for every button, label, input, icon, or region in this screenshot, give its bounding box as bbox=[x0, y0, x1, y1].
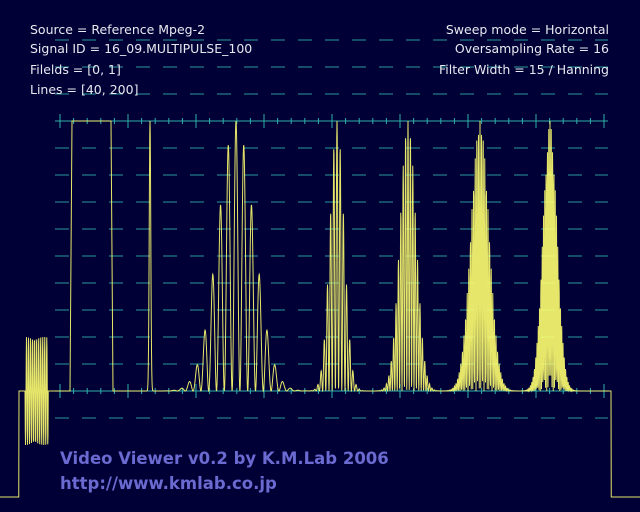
info-text: Lines = [40, 200] bbox=[30, 82, 138, 97]
waveform bbox=[0, 120, 640, 498]
info-text: Signal ID = 16_09.MULTIPULSE_100 bbox=[30, 41, 252, 56]
footer-url: http://www.kmlab.co.jp bbox=[60, 474, 277, 493]
footer-title: Video Viewer v0.2 by K.M.Lab 2006 bbox=[60, 449, 389, 468]
info-text: Sweep mode = Horizontal bbox=[446, 22, 609, 37]
info-text: Filter Width = 15 / Hanning bbox=[439, 62, 609, 77]
info-text: Filelds = [0, 1] bbox=[30, 62, 121, 77]
info-text: Source = Reference Mpeg-2 bbox=[30, 22, 205, 37]
info-text: Oversampling Rate = 16 bbox=[455, 41, 609, 56]
